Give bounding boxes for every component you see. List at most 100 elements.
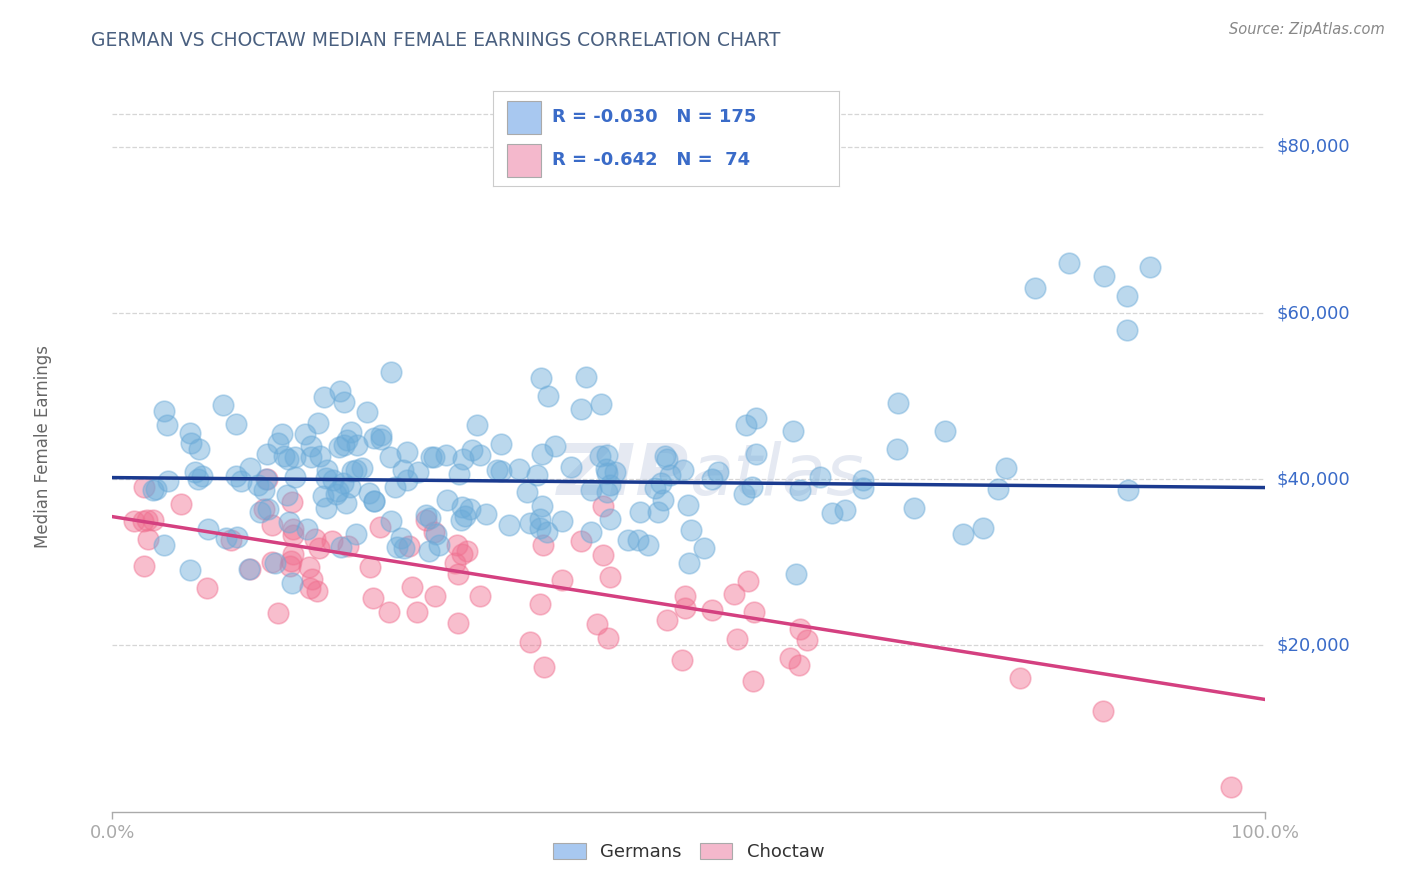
Point <box>299 450 322 464</box>
Point <box>419 511 441 525</box>
Point <box>451 500 474 515</box>
Point <box>533 660 555 674</box>
Text: $40,000: $40,000 <box>1277 470 1350 488</box>
Point <box>1010 672 1032 686</box>
Point <box>239 461 262 475</box>
Point <box>489 437 512 451</box>
Point <box>419 450 441 465</box>
Point <box>142 483 165 497</box>
Point <box>529 521 551 535</box>
Point <box>316 463 339 477</box>
Point <box>344 463 367 477</box>
Point <box>297 559 319 574</box>
Point <box>281 575 304 590</box>
Point <box>595 462 617 476</box>
Point <box>298 581 321 595</box>
Point <box>595 466 617 480</box>
Point <box>598 632 620 646</box>
Point <box>260 518 283 533</box>
Point <box>447 615 470 630</box>
Point <box>508 462 530 476</box>
Point <box>789 483 811 497</box>
Point <box>229 474 252 488</box>
Point <box>187 472 209 486</box>
Point <box>191 469 214 483</box>
Point <box>315 501 337 516</box>
Point <box>329 540 352 554</box>
Point <box>405 605 427 619</box>
Point <box>363 493 385 508</box>
Point <box>297 523 319 537</box>
Point <box>903 501 925 516</box>
Point <box>281 527 304 541</box>
Point <box>284 470 307 484</box>
Point <box>447 567 470 582</box>
Point <box>308 450 330 464</box>
Point <box>637 538 659 552</box>
Point <box>744 447 766 461</box>
Point <box>333 394 356 409</box>
Point <box>741 480 763 494</box>
Point <box>785 566 807 581</box>
Point <box>138 532 160 546</box>
Point <box>389 531 412 545</box>
Point <box>169 497 191 511</box>
Point <box>384 480 406 494</box>
Point <box>596 448 619 462</box>
Point <box>628 505 651 519</box>
Point <box>253 483 276 498</box>
Point <box>589 449 612 463</box>
Point <box>284 450 307 464</box>
Point <box>346 438 368 452</box>
Text: Median Female Earnings: Median Female Earnings <box>34 344 52 548</box>
Point <box>280 554 302 568</box>
Point <box>187 442 209 456</box>
Text: $80,000: $80,000 <box>1277 137 1350 156</box>
Point <box>581 525 603 540</box>
Point <box>145 483 167 497</box>
Point <box>254 472 277 486</box>
Point <box>446 538 468 552</box>
Point <box>122 514 145 528</box>
Point <box>789 622 811 636</box>
Point <box>1219 780 1241 794</box>
Point <box>519 516 541 530</box>
Point <box>132 480 155 494</box>
Point <box>530 370 553 384</box>
Point <box>1116 289 1139 303</box>
Point <box>1116 483 1139 497</box>
Point <box>531 538 554 552</box>
Point <box>808 470 831 484</box>
Point <box>1092 704 1115 718</box>
Point <box>454 508 477 523</box>
Point <box>519 635 541 649</box>
Point <box>676 498 699 512</box>
Point <box>277 452 299 467</box>
Point <box>392 541 415 555</box>
Point <box>253 501 276 516</box>
Point <box>256 472 278 486</box>
Legend: Germans, Choctaw: Germans, Choctaw <box>546 836 832 869</box>
Point <box>706 466 728 480</box>
Point <box>321 534 343 549</box>
Point <box>380 365 402 379</box>
Point <box>679 523 702 537</box>
Point <box>325 486 347 500</box>
Point <box>281 522 304 536</box>
Point <box>396 473 419 487</box>
Text: Source: ZipAtlas.com: Source: ZipAtlas.com <box>1229 22 1385 37</box>
Point <box>678 556 700 570</box>
Point <box>370 427 392 442</box>
Point <box>136 513 159 527</box>
Point <box>700 472 723 486</box>
Point <box>787 658 810 673</box>
Point <box>742 605 765 619</box>
Point <box>278 559 301 574</box>
Point <box>530 447 553 461</box>
Point <box>219 533 242 547</box>
Point <box>434 448 457 462</box>
Point <box>392 463 415 477</box>
Point <box>257 502 280 516</box>
Point <box>1139 260 1161 275</box>
Point <box>423 524 446 539</box>
